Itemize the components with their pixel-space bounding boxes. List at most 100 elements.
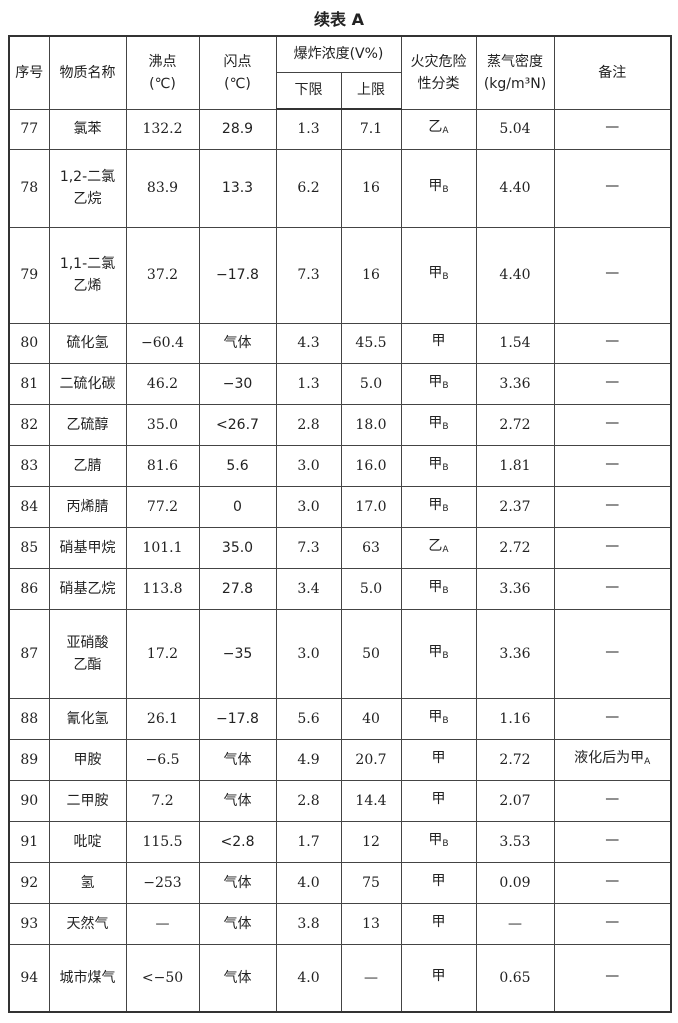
cell-no: 86 xyxy=(8,567,50,610)
cell-name: 丙烯腈 xyxy=(48,485,127,528)
cell-no: 90 xyxy=(8,779,50,822)
cell-lower: 4.0 xyxy=(275,861,342,904)
cell-upper: 16.0 xyxy=(340,444,402,487)
table-title: 续表 A xyxy=(314,10,364,29)
cell-density: 3.53 xyxy=(475,820,555,863)
hazard-class: 乙 xyxy=(428,119,443,135)
cell-name: 天然气 xyxy=(48,902,127,945)
cell-name: 城市煤气 xyxy=(48,943,127,1013)
cell-flash: 气体 xyxy=(198,779,277,822)
cell-name: 硫化氢 xyxy=(48,322,127,364)
cell-flash: 气体 xyxy=(198,738,277,781)
table-row: 94 城市煤气 <−50 气体 4.0— 甲 0.65— xyxy=(8,943,672,1013)
cell-name: 乙硫醇 xyxy=(48,403,127,446)
cell-lower: 4.3 xyxy=(275,322,342,364)
hazard-class: 甲 xyxy=(431,333,446,349)
cell-hazard: 甲B xyxy=(400,567,477,610)
cell-hazard: 甲 xyxy=(400,322,477,364)
table-row: 92 氢 −253 气体 4.0 75 甲 0.09 — xyxy=(8,861,672,904)
hazard-class: 甲 xyxy=(428,708,443,725)
cell-flash: 35.0 xyxy=(198,526,277,569)
cell-upper: 5.0 xyxy=(340,362,402,405)
cell-lower: 4.0 xyxy=(275,943,342,1013)
hazard-class: 甲 xyxy=(431,872,446,889)
cell-no: 82 xyxy=(8,403,50,446)
header-flash-unit: (℃) xyxy=(224,75,251,92)
header-flash: 闪点 (℃) xyxy=(198,35,277,110)
cell-hazard: 甲 xyxy=(400,738,477,781)
cell-hazard: 甲 xyxy=(400,861,477,904)
hazard-class: 甲 xyxy=(428,178,443,194)
cell-density: — xyxy=(475,902,555,945)
remark-text: — xyxy=(605,643,620,660)
cell-remark: — xyxy=(553,902,672,945)
cell-flash: 27.8 xyxy=(198,567,277,610)
cell-no: 80 xyxy=(8,322,50,364)
substance-name-line: 吡啶 xyxy=(73,833,102,850)
cell-density: 2.07 xyxy=(475,779,555,822)
cell-upper: 5.0 xyxy=(340,567,402,610)
cell-density: 2.72 xyxy=(475,738,555,781)
table-row: 79 1,1-二氯 乙烯 37.2 −17.8 7.3 16 甲B 4.40— xyxy=(8,226,672,324)
cell-flash: −35 xyxy=(198,608,277,699)
cell-no: 84 xyxy=(8,485,50,528)
cell-hazard: 甲B xyxy=(400,148,477,228)
cell-boiling: <−50 xyxy=(125,943,200,1013)
hazard-subclass: B xyxy=(442,585,449,596)
cell-flash: <2.8 xyxy=(198,820,277,863)
cell-name: 氯苯 xyxy=(48,108,127,150)
header-density-label: 蒸气密度 xyxy=(487,53,543,70)
cell-hazard: 甲B xyxy=(400,362,477,405)
hazard-subclass: B xyxy=(442,380,449,391)
cell-no: 89 xyxy=(8,738,50,781)
substance-name-line: 亚硝酸 xyxy=(66,634,109,651)
cell-no: 79 xyxy=(8,226,50,324)
cell-name: 吡啶 xyxy=(48,820,127,863)
cell-hazard: 甲B xyxy=(400,226,477,324)
remark-text: — xyxy=(605,119,620,135)
substance-name-line: 氰化氢 xyxy=(66,710,109,727)
hazard-class: 甲 xyxy=(428,373,443,390)
cell-lower: 3.0 xyxy=(275,608,342,699)
remark-text: — xyxy=(605,967,620,984)
substance-name-line: 二硫化碳 xyxy=(59,375,116,392)
table-row: 90 二甲胺 7.2 气体 2.8 14.4 甲 2.07 — xyxy=(8,779,672,822)
table-row: 84 丙烯腈 77.2 0 3.0 17.0 甲B 2.37— xyxy=(8,485,672,528)
cell-no: 83 xyxy=(8,444,50,487)
hazard-class: 甲 xyxy=(428,265,443,281)
cell-flash: 28.9 xyxy=(198,108,277,150)
cell-boiling: −6.5 xyxy=(125,738,200,781)
table-row: 88 氰化氢 26.1 −17.8 5.6 40 甲B 1.16— xyxy=(8,697,672,740)
cell-name: 氰化氢 xyxy=(48,697,127,740)
cell-density: 4.40 xyxy=(475,226,555,324)
cell-boiling: 113.8 xyxy=(125,567,200,610)
cell-density: 0.65 xyxy=(475,943,555,1013)
substance-name-line: 氯苯 xyxy=(73,121,102,137)
hazard-class: 甲 xyxy=(431,913,446,930)
substance-name-line: 1,2-二氯 xyxy=(59,169,116,185)
cell-name: 二甲胺 xyxy=(48,779,127,822)
hazard-subclass: B xyxy=(442,650,449,661)
cell-hazard: 甲B xyxy=(400,403,477,446)
cell-hazard: 甲 xyxy=(400,902,477,945)
cell-density: 2.72 xyxy=(475,403,555,446)
header-remark: 备注 xyxy=(553,35,672,110)
substance-name-line: 丙烯腈 xyxy=(66,498,109,515)
remark-text: — xyxy=(605,708,620,725)
header-upper: 上限 xyxy=(340,71,402,110)
cell-remark: — xyxy=(553,526,672,569)
hazard-subclass: B xyxy=(442,462,449,473)
cell-density: 5.04 xyxy=(475,108,555,150)
cell-boiling: −253 xyxy=(125,861,200,904)
hazard-subclass: B xyxy=(442,185,449,195)
cell-boiling: — xyxy=(125,902,200,945)
cell-boiling: 83.9 xyxy=(125,148,200,228)
cell-remark: 液化后为甲A xyxy=(553,738,672,781)
cell-density: 3.36 xyxy=(475,362,555,405)
table-row: 85 硝基甲烷 101.1 35.0 7.3 63 乙A 2.72— xyxy=(8,526,672,569)
cell-upper: 7.1 xyxy=(340,108,402,150)
cell-upper: 20.7 xyxy=(340,738,402,781)
header-boiling: 沸点 (℃) xyxy=(125,35,200,110)
remark-text: — xyxy=(605,333,620,349)
cell-flash: <26.7 xyxy=(198,403,277,446)
